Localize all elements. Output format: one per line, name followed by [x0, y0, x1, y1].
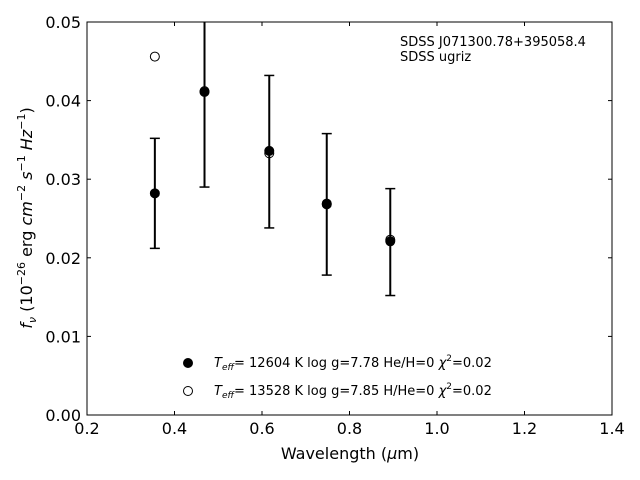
- x-axis: 0.2 0.4 0.6 0.8 1.0 1.2 1.4: [74, 22, 625, 438]
- model-point-open: [321, 199, 332, 210]
- x-tick-label: 1.4: [599, 419, 624, 438]
- y-tick-label: 0.04: [45, 92, 81, 111]
- y-tick-label: 0.01: [45, 327, 81, 346]
- y-tick-label: 0.03: [45, 170, 81, 189]
- legend-marker-filled: [183, 358, 193, 368]
- model-point-open: [385, 234, 396, 245]
- model-point-filled: [264, 145, 275, 156]
- x-tick-label: 1.2: [512, 419, 537, 438]
- model-point-open: [264, 148, 275, 159]
- model-point-open: [199, 86, 210, 97]
- annotation-object-name: SDSS J071300.78+395058.4: [400, 35, 586, 50]
- x-axis-label: Wavelength (μm): [281, 444, 419, 463]
- model-point-open: [149, 51, 160, 62]
- annotation-photometry: SDSS ugriz: [400, 50, 471, 65]
- model-point-filled: [149, 188, 160, 199]
- legend-marker-open: [183, 386, 193, 396]
- y-tick-label: 0.02: [45, 249, 81, 268]
- legend: Teff= 12604 K log g=7.78 He/H=0 χ2=0.02 …: [183, 354, 492, 401]
- model-point-filled: [321, 198, 332, 209]
- x-tick-label: 0.4: [162, 419, 187, 438]
- y-tick-label: 0.00: [45, 406, 81, 425]
- data-marks: [149, 22, 396, 297]
- x-tick-label: 0.6: [249, 419, 274, 438]
- y-axis: 0.00 0.01 0.02 0.03 0.04 0.05: [45, 13, 612, 425]
- y-axis-label: fν (10−26 erg cm−2 s−1 Hz−1): [15, 107, 39, 328]
- y-tick-label: 0.05: [45, 13, 81, 32]
- legend-entry-2: Teff= 13528 K log g=7.85 H/He=0 χ2=0.02: [214, 382, 492, 401]
- x-tick-label: 0.8: [337, 419, 362, 438]
- x-tick-label: 0.2: [74, 419, 99, 438]
- legend-entry-1: Teff= 12604 K log g=7.78 He/H=0 χ2=0.02: [214, 354, 492, 373]
- x-tick-label: 1.0: [424, 419, 449, 438]
- model-point-filled: [199, 86, 210, 97]
